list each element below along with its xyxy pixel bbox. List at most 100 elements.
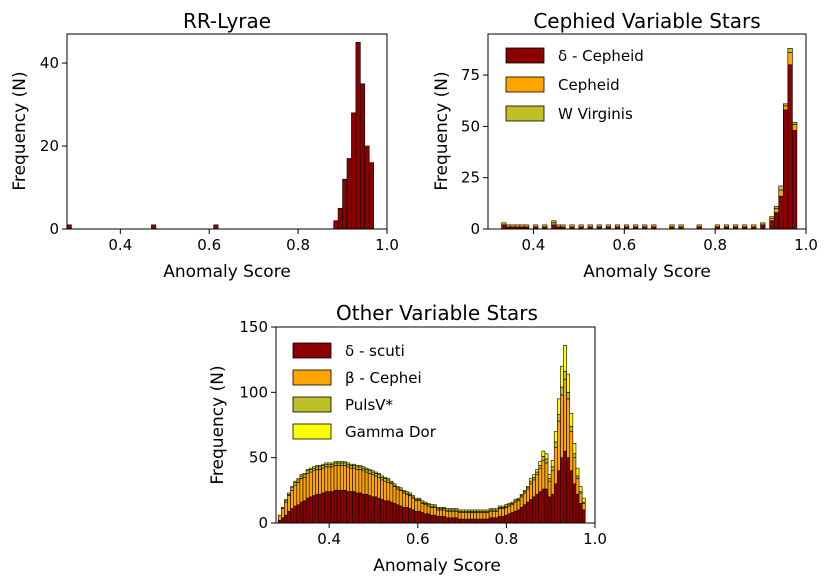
histogram-bar [377,474,381,478]
histogram-bar [547,496,552,524]
x-tick-label: 0.4 [521,236,545,254]
histogram-bar [557,398,561,415]
y-tick-label: 75 [461,66,480,84]
histogram-bar [436,516,440,524]
histogram-bar [336,462,341,466]
histogram-bar [305,497,310,524]
histogram-bar [333,465,338,491]
histogram-bar [787,52,793,66]
histogram-bar [560,386,564,396]
histogram-bar [578,492,583,504]
histogram-bar [623,224,630,228]
histogram-bar [470,509,474,512]
histogram-bar [364,471,369,495]
y-tick-label: 25 [461,169,480,187]
histogram-bar [432,504,437,507]
histogram-bar [336,461,341,464]
histogram-bar [544,458,549,464]
histogram-bar [553,431,558,443]
histogram-bar [522,504,527,524]
histogram-bar [398,505,403,524]
histogram-bar [516,500,521,511]
x-tick-label: 1.0 [794,236,818,254]
histogram-bar [569,412,574,427]
histogram-bar [504,504,509,507]
histogram-bar [213,224,219,230]
histogram-bar [581,503,586,511]
histogram-bar [535,474,540,495]
histogram-bar [389,501,394,524]
histogram-bar [482,512,487,520]
y-tick-label: 40 [40,54,59,72]
histogram-bar [519,493,524,496]
histogram-bar [507,505,512,515]
y-tick-label: 150 [239,318,268,336]
histogram-bar [769,220,775,230]
histogram-bar [581,497,586,503]
histogram-bar [277,514,282,521]
histogram-bar [293,484,298,507]
histogram-bar [550,466,555,472]
histogram-bar [569,431,574,472]
histogram-bar [535,469,540,473]
histogram-bar [578,503,583,524]
panel-2-ylabel: Frequency (N) [432,71,452,190]
histogram-bar [281,517,285,524]
histogram-bar [330,491,335,524]
histogram-bar [445,510,450,519]
histogram-bar [551,224,557,230]
histogram-bar [308,467,313,470]
histogram-bar [411,509,415,524]
histogram-bar [498,516,502,524]
histogram-bar [299,501,304,524]
histogram-bar [327,462,332,465]
histogram-bar [367,470,372,474]
histogram-bar [544,453,549,460]
legend-label: β - Cephei [345,369,422,387]
histogram-bar [529,478,533,482]
histogram-bar [426,505,431,515]
histogram-bar [321,465,326,469]
histogram-bar [479,518,484,524]
histogram-bar [563,344,567,372]
histogram-bar [339,465,344,491]
histogram-bar [380,499,384,524]
histogram-bar [451,510,456,519]
panel-3-ylabel: Frequency (N) [208,365,228,484]
histogram-bar [470,518,474,524]
histogram-bar [463,518,468,524]
panel-1-ylabel: Frequency (N) [10,71,30,190]
histogram-bar [395,504,400,524]
histogram-bar [417,510,422,524]
histogram-bar [501,508,505,517]
histogram-bar [305,470,310,474]
x-tick-label: 0.6 [197,236,221,254]
histogram-bar [302,473,307,475]
histogram-bar [463,509,468,512]
histogram-bar [778,195,784,230]
histogram-bar [551,220,557,224]
histogram-bar [544,462,549,490]
histogram-bar [308,469,313,473]
histogram-bar [346,462,350,465]
histogram-bar [769,216,775,220]
histogram-bar [358,492,363,524]
histogram-bar [386,500,391,524]
histogram-bar [642,224,648,228]
histogram-bar [432,514,437,524]
histogram-bar [383,476,388,479]
histogram-bar [343,461,347,464]
histogram-bar [442,516,446,524]
histogram-bar [389,480,394,483]
histogram-bar [293,480,298,483]
histogram-bar [557,470,561,524]
histogram-bar [324,491,329,524]
histogram-bar [495,508,499,511]
histogram-bar [405,507,409,524]
legend-label: δ - Cepheid [558,47,644,65]
histogram-bar [284,514,288,524]
histogram-bar [327,466,332,492]
histogram-bar [535,471,540,475]
histogram-bar [349,491,353,524]
